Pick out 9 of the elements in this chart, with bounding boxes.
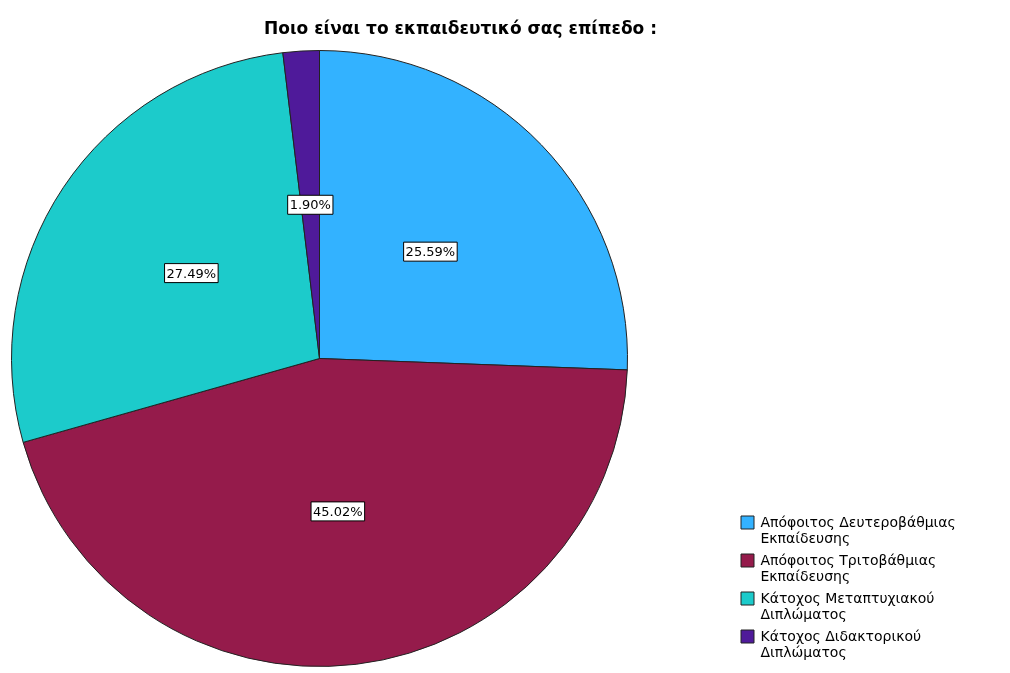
data-label: 25.59% (405, 244, 456, 260)
chart-title: Ποιο είναι το εκπαιδευτικό σας επίπεδο : (264, 17, 657, 38)
legend-label: Απόφοιτος Δευτεροβάθμιας Εκπαίδευσης (760, 513, 956, 546)
legend-label: Κάτοχος Μεταπτυχιακού Διπλώματος (760, 589, 935, 622)
data-label: 27.49% (166, 265, 217, 281)
legend-label: Απόφοιτος Τριτοβάθμιας Εκπαίδευσης (760, 551, 937, 584)
data-label: 1.90% (289, 197, 331, 213)
data-label: 45.02% (313, 503, 363, 519)
legend-label: Κάτοχος Διδακτορικού Διπλώματος (760, 627, 922, 660)
